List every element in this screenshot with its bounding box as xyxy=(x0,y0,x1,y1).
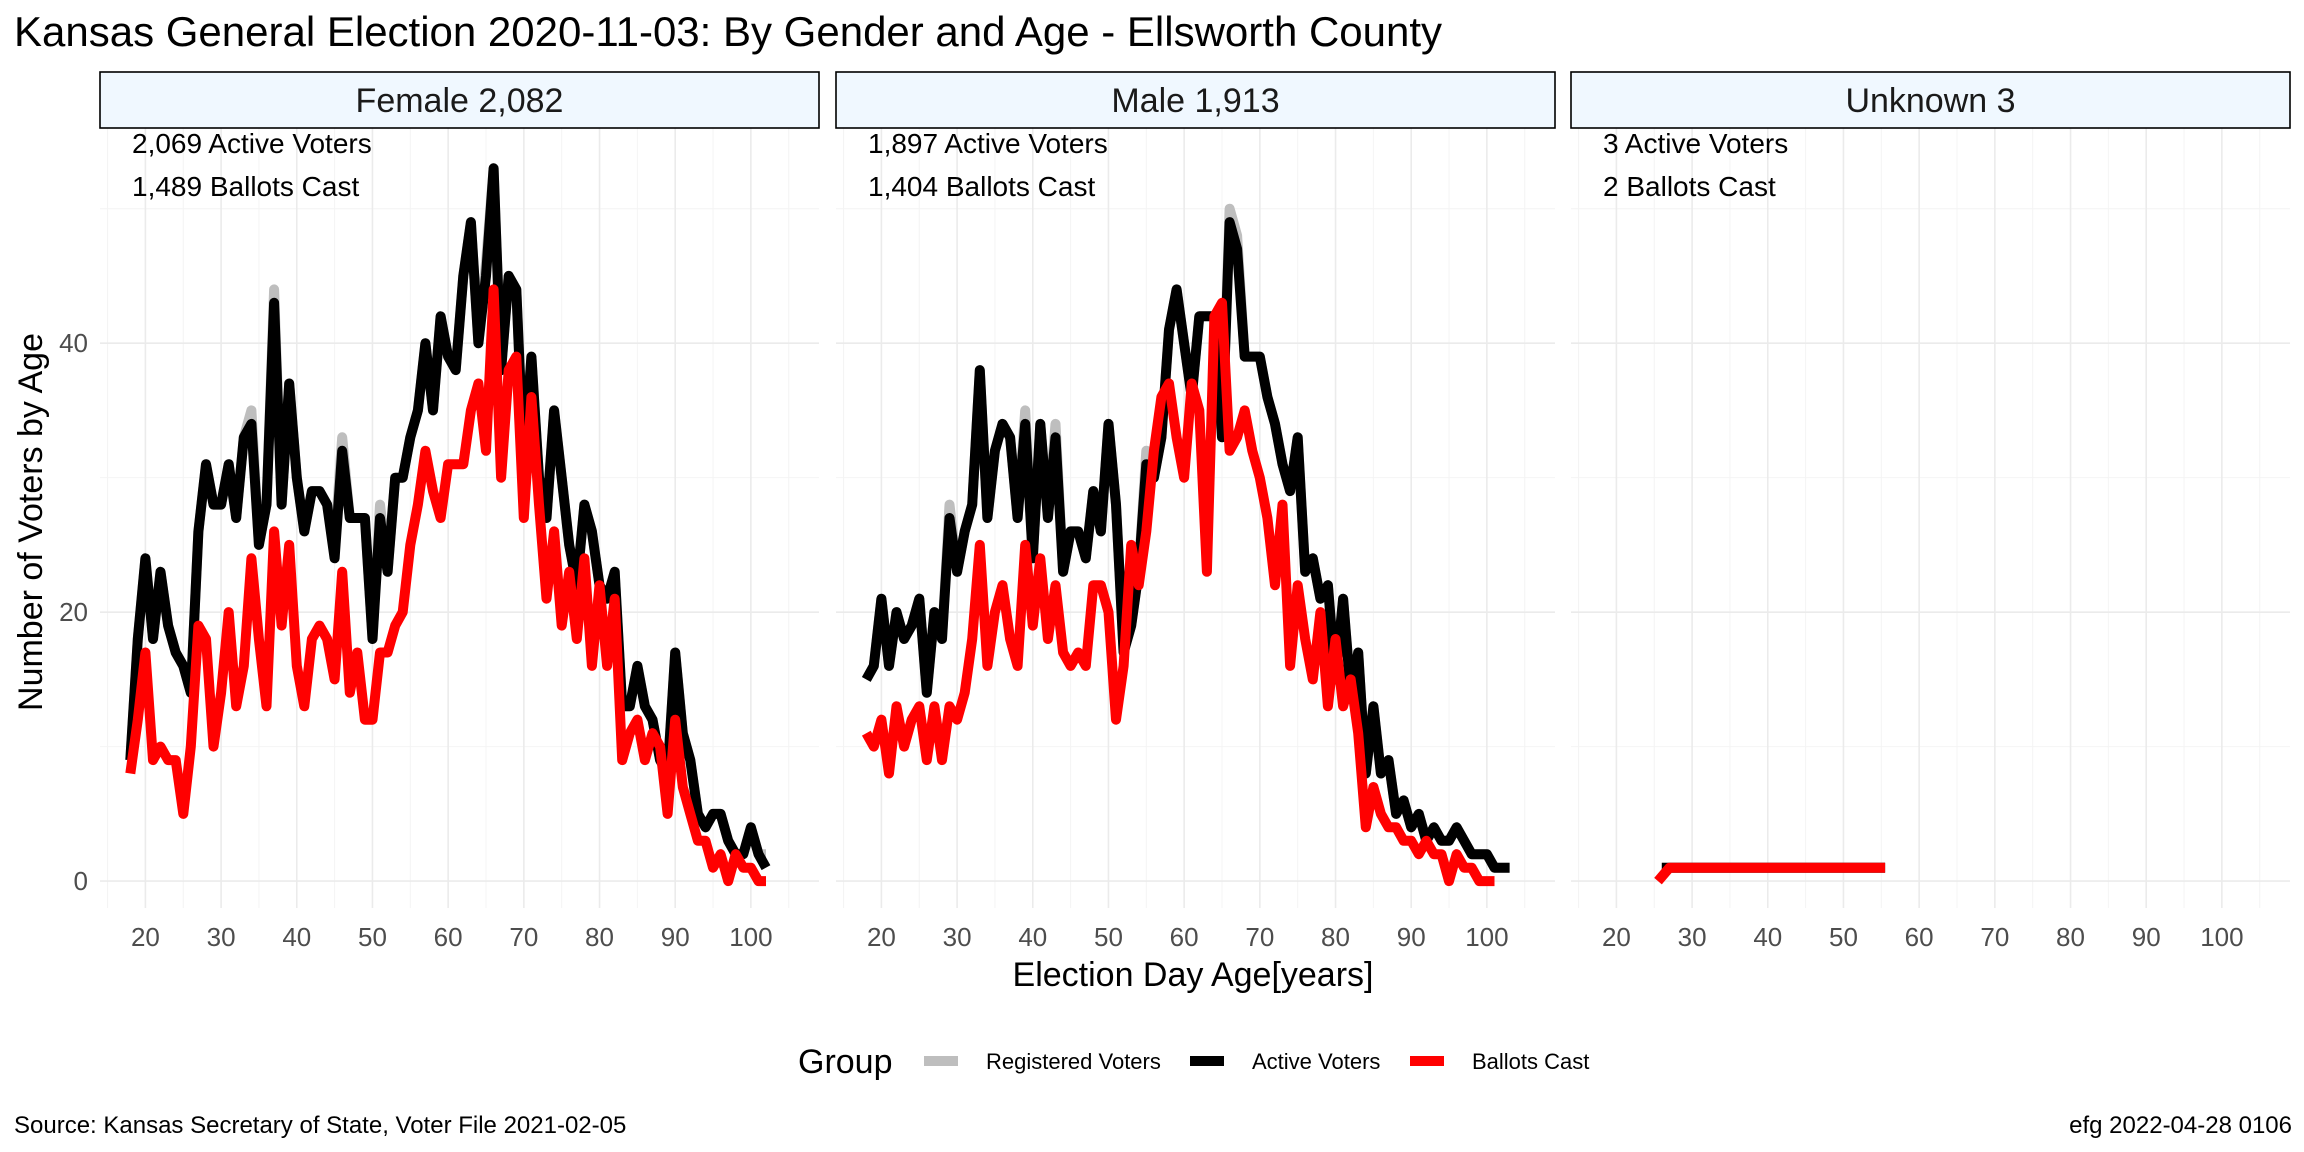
x-tick-label: 50 xyxy=(358,922,387,952)
chart-title: Kansas General Election 2020-11-03: By G… xyxy=(14,8,1442,55)
series-line xyxy=(861,297,1495,887)
panel-annotation: 1,404 Ballots Cast xyxy=(868,171,1095,202)
x-tick-label: 70 xyxy=(509,922,538,952)
legend-label: Ballots Cast xyxy=(1472,1049,1589,1074)
x-tick-label: 30 xyxy=(1678,922,1707,952)
x-tick-label: 70 xyxy=(1980,922,2009,952)
x-tick-label: 30 xyxy=(943,922,972,952)
x-tick-label: 40 xyxy=(1753,922,1782,952)
x-axis-title: Election Day Age[years] xyxy=(1013,956,1374,994)
facet-strip xyxy=(1570,71,2291,129)
x-tick-label: 100 xyxy=(1465,922,1508,952)
x-tick-label: 20 xyxy=(131,922,160,952)
legend-label: Registered Voters xyxy=(986,1049,1161,1074)
series-line xyxy=(861,217,1510,873)
x-tick-label: 60 xyxy=(1170,922,1199,952)
x-tick-label: 40 xyxy=(1018,922,1047,952)
x-tick-label: 80 xyxy=(1321,922,1350,952)
series-line xyxy=(1654,862,1886,885)
x-tick-label: 20 xyxy=(1602,922,1631,952)
legend-title: Group xyxy=(798,1043,893,1081)
y-axis-title: Number of Voters by Age xyxy=(12,333,50,711)
panel-annotation: 1,489 Ballots Cast xyxy=(132,171,359,202)
series-line xyxy=(125,284,766,887)
x-tick-label: 60 xyxy=(1905,922,1934,952)
timestamp-caption: efg 2022-04-28 0106 xyxy=(2069,1112,2292,1139)
facet-strip xyxy=(99,71,820,129)
x-tick-label: 20 xyxy=(867,922,896,952)
panel-annotation: 2 Ballots Cast xyxy=(1603,171,1776,202)
facet-strip-label: Male 1,913 xyxy=(1111,82,1279,120)
facet-panel: Unknown 3 3 Active Voters 2 Ballots Cast 20… xyxy=(1570,71,2291,952)
facet-panel: Female 2,082 2,069 Active Voters 1,489 Bal… xyxy=(59,71,820,952)
facet-strip xyxy=(835,71,1556,129)
source-caption: Source: Kansas Secretary of State, Voter… xyxy=(14,1112,626,1139)
y-tick-label: 40 xyxy=(59,328,88,358)
legend-label: Active Voters xyxy=(1252,1049,1380,1074)
y-tick-label: 20 xyxy=(59,597,88,627)
facet-panels: Female 2,082 2,069 Active Voters 1,489 Bal… xyxy=(59,71,2291,952)
x-tick-label: 90 xyxy=(661,922,690,952)
panel-annotation: 2,069 Active Voters xyxy=(132,128,372,159)
x-tick-label: 30 xyxy=(207,922,236,952)
x-tick-label: 90 xyxy=(1397,922,1426,952)
facet-strip-label: Unknown 3 xyxy=(1845,82,2015,120)
x-tick-label: 60 xyxy=(434,922,463,952)
panel-annotation: 1,897 Active Voters xyxy=(868,128,1108,159)
x-tick-label: 80 xyxy=(2056,922,2085,952)
x-tick-label: 80 xyxy=(585,922,614,952)
x-tick-label: 50 xyxy=(1829,922,1858,952)
facet-strip-label: Female 2,082 xyxy=(356,82,564,120)
legend: Group Registered Voters Active Voters Ballo… xyxy=(798,1043,1589,1081)
x-tick-label: 100 xyxy=(729,922,772,952)
x-tick-label: 100 xyxy=(2200,922,2243,952)
x-tick-label: 70 xyxy=(1245,922,1274,952)
x-tick-label: 40 xyxy=(282,922,311,952)
panel-annotation: 3 Active Voters xyxy=(1603,128,1788,159)
y-tick-label: 0 xyxy=(74,866,88,896)
x-tick-label: 90 xyxy=(2132,922,2161,952)
x-tick-label: 50 xyxy=(1094,922,1123,952)
